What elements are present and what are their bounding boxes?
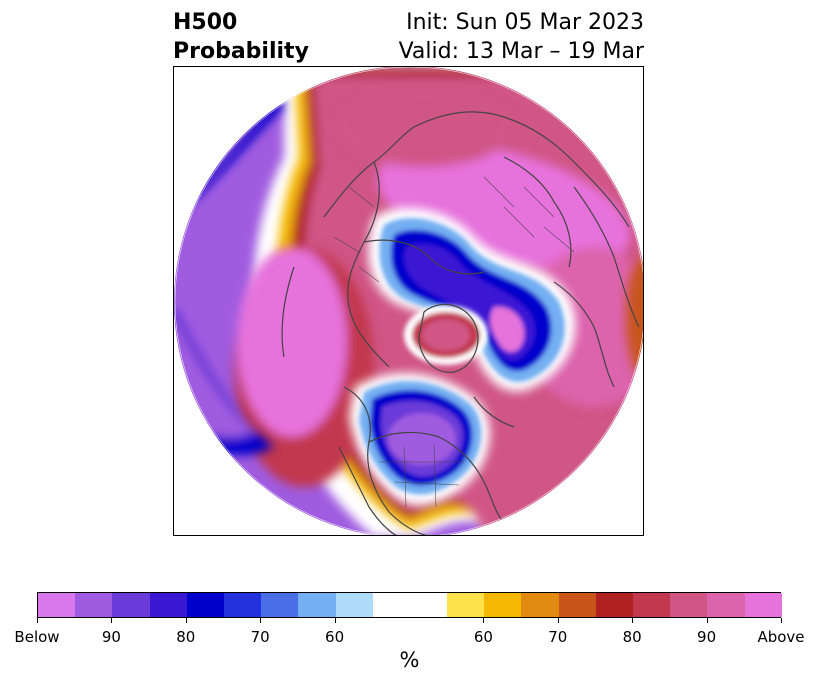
colorbar-unit-label: %: [399, 648, 420, 672]
colorbar-segment: [149, 593, 187, 617]
chart-title-left: H500 Probability: [173, 8, 309, 66]
polar-map-svg: [174, 67, 643, 535]
colorbar-segment: [261, 593, 299, 617]
colorbar-segment: [38, 593, 76, 617]
chart-title-right: Init: Sun 05 Mar 2023 Valid: 13 Mar – 19…: [399, 8, 644, 66]
colorbar-segment: [335, 593, 373, 617]
colorbar-tick-label: Below: [14, 628, 60, 646]
colorbar-segment: [298, 593, 336, 617]
title-variable: H500: [173, 10, 238, 35]
colorbar-tick: [557, 618, 559, 623]
colorbar-tick: [632, 618, 634, 623]
probability-map: [173, 66, 644, 536]
title-product: Probability: [173, 39, 309, 64]
colorbar-tick-label: Above: [757, 628, 805, 646]
init-date: Init: Sun 05 Mar 2023: [406, 10, 644, 35]
colorbar-tick-label: 90: [697, 628, 717, 646]
colorbar-tick: [111, 618, 113, 623]
colorbar-tick: [483, 618, 485, 623]
colorbar-tick-label: 90: [101, 628, 121, 646]
colorbar-segment: [595, 593, 634, 617]
colorbar-segment: [112, 593, 150, 617]
colorbar-tick-label: 80: [176, 628, 196, 646]
colorbar-segment: [447, 593, 485, 617]
colorbar-tick: [260, 618, 262, 623]
probability-field: [174, 67, 643, 535]
colorbar-tick-label: 70: [548, 628, 568, 646]
colorbar-segment: [670, 593, 708, 617]
colorbar-tick: [706, 618, 708, 623]
colorbar-tick-label: 60: [473, 628, 493, 646]
colorbar-segment: [633, 593, 671, 617]
valid-range: Valid: 13 Mar – 19 Mar: [398, 39, 644, 64]
colorbar-tick: [185, 618, 187, 623]
colorbar-segment: [186, 593, 224, 617]
colorbar-segment: [521, 593, 559, 617]
colorbar-tick: [781, 618, 782, 623]
colorbar-segment: [75, 593, 113, 617]
colorbar-ticks: Below 90 80 70 60 60 70 80 90 Above: [0, 618, 819, 648]
colorbar-tick: [37, 618, 38, 623]
colorbar-segment: [558, 593, 596, 617]
colorbar-segment: [744, 593, 782, 617]
colorbar-segment: [707, 593, 745, 617]
colorbar-segment: [372, 593, 448, 617]
colorbar-tick-label: 80: [622, 628, 642, 646]
colorbar-tick-label: 60: [325, 628, 345, 646]
coastlines: [281, 111, 640, 535]
colorbar-segment: [223, 593, 262, 617]
colorbar-tick: [334, 618, 336, 623]
colorbar-segment: [484, 593, 522, 617]
colorbar-tick-label: 70: [250, 628, 270, 646]
colorbar: [37, 592, 782, 618]
